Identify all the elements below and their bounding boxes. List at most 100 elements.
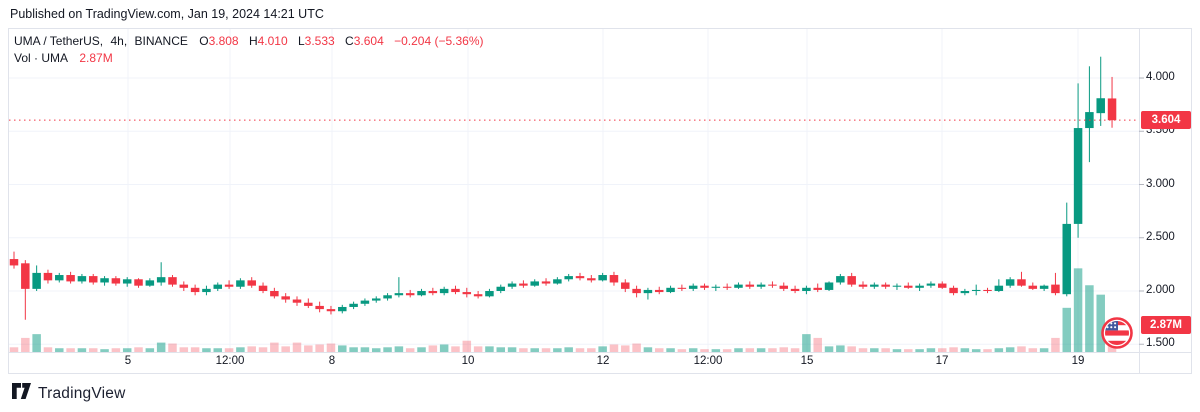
candle-body — [824, 282, 834, 290]
candle-body — [541, 281, 551, 284]
candle-body — [451, 288, 460, 293]
candle-body — [971, 289, 981, 291]
time-axis-label: 17 — [935, 355, 949, 367]
candle-body — [428, 291, 438, 294]
volume-bar — [1073, 268, 1083, 352]
candle-body — [609, 275, 619, 283]
volume-bar — [519, 348, 528, 352]
time-axis-label: 12:00 — [693, 355, 723, 367]
candle-body — [881, 284, 890, 287]
volume-bar — [247, 346, 256, 352]
tradingview-logo-text: TradingView — [38, 384, 126, 402]
chart-pane-frame — [8, 28, 1192, 374]
volume-bar — [496, 347, 506, 352]
candle-body — [405, 293, 415, 296]
volume-bar — [824, 346, 834, 352]
candle-body — [813, 287, 822, 290]
candle-body — [360, 300, 370, 304]
volume-bar — [111, 348, 121, 352]
volume-bar — [926, 348, 936, 352]
volume-bar — [21, 337, 30, 352]
volume-bar — [870, 348, 879, 352]
candle-body — [77, 276, 87, 282]
volume-bar — [994, 348, 1004, 352]
volume-bar — [1096, 294, 1105, 352]
candle-body — [315, 305, 324, 310]
candle-body — [270, 291, 279, 297]
candle-body — [145, 280, 155, 286]
volume-bar — [292, 342, 302, 352]
volume-bar — [575, 348, 585, 352]
candle-body — [1051, 284, 1060, 294]
candle-body — [439, 288, 449, 294]
time-axis-label: 10 — [461, 355, 475, 367]
candle-body — [179, 284, 189, 288]
candle-body — [1096, 98, 1105, 114]
candle-body — [100, 278, 109, 283]
candle-body — [575, 276, 585, 279]
time-axis-label: 12 — [596, 355, 610, 367]
candle-body — [55, 275, 64, 281]
volume-bar — [202, 348, 211, 352]
candle-body — [462, 292, 472, 295]
volume-bar — [643, 347, 653, 352]
change-label: −0.204 (−5.36%) — [394, 34, 484, 48]
volume-bar — [507, 347, 517, 352]
candle-body — [122, 279, 132, 284]
candle-body — [666, 287, 675, 293]
candle-body — [247, 280, 256, 286]
candle-body — [371, 298, 381, 301]
candle-body — [915, 285, 924, 288]
candle-body — [168, 277, 177, 285]
candle-body — [213, 284, 223, 289]
candle-body — [836, 276, 845, 283]
candle-body — [553, 279, 562, 284]
volume-bar — [621, 345, 630, 352]
volume-bar — [66, 348, 75, 352]
volume-bar — [439, 344, 449, 352]
candle-body — [1017, 279, 1026, 286]
volume-bar — [281, 346, 290, 352]
price-axis-label: 2.000 — [1146, 284, 1175, 296]
candle-body — [858, 284, 868, 287]
volume-bar — [473, 346, 483, 352]
volume-bar — [553, 348, 562, 352]
volume-bar — [32, 334, 41, 352]
candle-body — [756, 284, 766, 287]
candle-body — [258, 285, 268, 291]
volume-bar — [236, 347, 245, 352]
volume-bar — [213, 348, 223, 352]
candle-body — [870, 284, 879, 287]
candle-body — [937, 283, 947, 288]
volume-bar — [122, 348, 132, 352]
candle-body — [519, 283, 528, 286]
candle-body — [847, 276, 856, 285]
volume-bar — [55, 348, 64, 352]
price-axis-divider — [1139, 28, 1140, 374]
volume-bar — [756, 348, 766, 352]
symbol-title: UMA / TetherUS, — [14, 34, 104, 48]
legend-volume-row: Vol · UMA 2.87M — [14, 50, 484, 66]
candle-body — [768, 284, 777, 286]
price-axis-label: 2.500 — [1146, 230, 1175, 243]
candle-body — [338, 306, 347, 312]
candle-body — [1039, 285, 1049, 289]
volume-bar — [315, 344, 324, 352]
candle-body — [1005, 279, 1015, 286]
candle-body — [21, 263, 30, 289]
us-flag-event-icon[interactable] — [1101, 317, 1133, 349]
last-price-badge: 3.604 — [1141, 111, 1191, 129]
volume-bar — [598, 346, 607, 352]
ohlc-high: H4.010 — [248, 34, 288, 48]
published-note: Published on TradingView.com, Jan 19, 20… — [10, 7, 324, 21]
candle-body — [202, 288, 211, 293]
volume-bar — [632, 343, 641, 352]
volume-indicator-label: Vol · UMA — [14, 51, 69, 65]
candle-body — [654, 289, 664, 293]
volume-bar — [190, 347, 200, 352]
candle-body — [394, 293, 404, 296]
tradingview-logo[interactable]: TradingView — [12, 383, 126, 404]
time-axis-label: 5 — [124, 355, 132, 367]
volume-bar — [915, 349, 924, 352]
